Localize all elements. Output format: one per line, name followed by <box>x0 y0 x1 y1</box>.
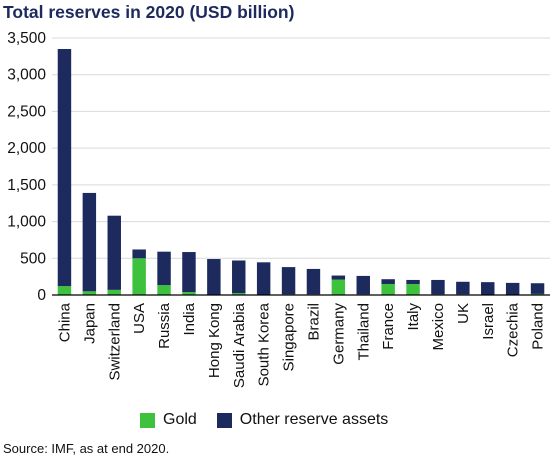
bar-other-china <box>57 49 72 287</box>
bar-chart: 0 500 1,000 1,500 2,000 2,500 3,000 3,500 China J… <box>7 30 550 388</box>
bar-other-france <box>381 279 395 284</box>
x-tick-label: USA <box>131 303 148 334</box>
bar-other-brazil <box>306 268 321 295</box>
x-tick-label: Thailand <box>355 303 372 361</box>
bar-other-saudi-arabia <box>232 260 246 294</box>
x-tick-label: Czechia <box>505 302 522 357</box>
bar-other-south-korea <box>256 262 271 295</box>
bar-other-singapore <box>281 267 296 295</box>
y-tick-label: 0 <box>37 287 46 304</box>
y-tick-label: 3,000 <box>7 67 46 84</box>
x-tick-label: Saudi Arabia <box>231 302 248 388</box>
bar-other-israel <box>481 282 495 295</box>
bar-other-germany <box>331 275 346 280</box>
bar-other-switzerland <box>107 215 121 290</box>
x-tick-label: Poland <box>530 303 547 350</box>
bar-gold-russia <box>157 285 171 295</box>
bar-other-italy <box>406 279 420 284</box>
x-tick-label: Russia <box>156 302 173 349</box>
bar-gold-india <box>182 292 196 295</box>
y-tick-label: 2,000 <box>7 140 46 157</box>
bars <box>57 49 545 295</box>
y-tick-label: 2,500 <box>7 103 46 120</box>
bar-other-india <box>182 252 196 293</box>
x-tick-label: Brazil <box>305 303 322 341</box>
legend-swatch-gold <box>140 412 155 428</box>
x-tick-label: Switzerland <box>106 303 123 381</box>
x-tick-label: Israel <box>480 303 497 340</box>
x-tick-label: India <box>181 302 198 335</box>
bar-other-russia <box>157 251 171 286</box>
bar-gold-france <box>381 283 395 295</box>
bar-other-japan <box>82 192 97 292</box>
legend-swatch-other <box>216 412 232 428</box>
bar-other-czechia <box>505 282 520 295</box>
x-tick-label: UK <box>455 303 472 324</box>
x-tick-label: Mexico <box>430 303 447 351</box>
legend-label-gold: Gold <box>163 411 197 428</box>
legend: Gold Other reserve assets <box>140 411 408 429</box>
x-tick-label: Germany <box>330 303 347 365</box>
y-tick-label: 1,000 <box>7 214 46 231</box>
bar-gold-switzerland <box>107 289 121 295</box>
bar-gold-italy <box>406 283 420 295</box>
y-tick-label: 1,500 <box>7 177 46 194</box>
legend-label-other: Other reserve assets <box>239 411 389 428</box>
bar-other-uk <box>456 281 470 295</box>
chart-title: Total reserves in 2020 (USD billion) <box>3 2 295 22</box>
bar-other-usa <box>132 249 146 259</box>
source-note: Source: IMF, as at end 2020. <box>3 441 170 456</box>
gridlines <box>52 37 550 259</box>
x-tick-label: Singapore <box>281 303 298 371</box>
x-tick-label: Japan <box>81 303 98 344</box>
bar-other-mexico <box>431 279 445 295</box>
bar-other-poland <box>530 283 545 294</box>
x-tick-label: Hong Kong <box>206 303 223 378</box>
bar-other-hong-kong <box>207 259 221 295</box>
x-tick-label: China <box>56 302 73 342</box>
x-tick-label: South Korea <box>256 302 273 386</box>
bar-other-thailand <box>356 275 370 295</box>
axes: 0 500 1,000 1,500 2,000 2,500 3,000 3,500 China J… <box>7 30 550 388</box>
legend-item-other: Other reserve assets <box>216 411 389 429</box>
bar-gold-usa <box>132 258 146 295</box>
bar-gold-japan <box>82 291 97 295</box>
bar-gold-saudi-arabia <box>232 293 246 295</box>
x-tick-label: France <box>380 303 397 350</box>
bar-gold-germany <box>331 279 346 295</box>
y-tick-label: 500 <box>20 250 46 267</box>
bar-gold-china <box>57 286 72 295</box>
x-tick-label: Italy <box>405 303 422 331</box>
legend-item-gold: Gold <box>140 411 197 429</box>
y-tick-label: 3,500 <box>7 30 46 47</box>
